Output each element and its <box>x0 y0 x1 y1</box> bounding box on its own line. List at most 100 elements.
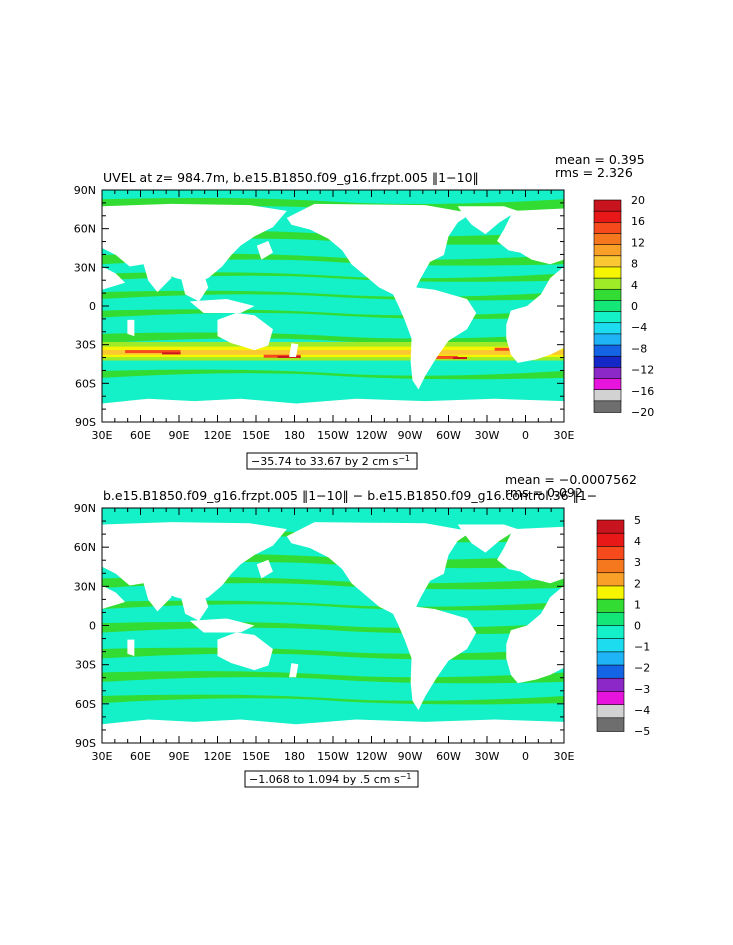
colorbar-swatch <box>593 344 622 358</box>
colorbar-label: 12 <box>631 236 645 249</box>
land-india <box>143 583 172 612</box>
lon-tick-label: 120E <box>204 750 232 763</box>
colorbar-label: −12 <box>631 364 654 377</box>
colorbar-swatch <box>593 266 622 279</box>
colorbar-swatch <box>596 598 625 614</box>
colorbar-swatch <box>593 367 622 380</box>
land-americas <box>286 203 477 390</box>
lat-tick-label: 30S <box>75 339 96 352</box>
lon-tick-label: 90W <box>398 750 423 763</box>
land-europeEast <box>497 208 564 265</box>
mean-value: mean = 0.395 <box>555 152 645 167</box>
colorbar-swatch <box>593 255 622 268</box>
colorbar-swatch <box>596 559 625 574</box>
land-eurasia <box>102 203 287 283</box>
colorbar-swatch <box>596 532 625 548</box>
lat-tick-label: 30N <box>74 580 96 593</box>
contour-range-label: −35.74 to 33.67 by 2 cm s−1 <box>251 454 410 468</box>
colorbar-swatch <box>593 389 622 402</box>
lon-tick-label: 0 <box>522 429 529 442</box>
lon-tick-label: 90W <box>398 429 423 442</box>
lon-tick-label: 90E <box>169 429 190 442</box>
lat-tick-label: 90N <box>74 184 96 197</box>
lat-tick-label: 0 <box>89 300 96 313</box>
lon-tick-label: 60W <box>436 429 461 442</box>
land-indonesia <box>189 299 255 313</box>
colorbar-label: −16 <box>631 385 654 398</box>
lat-tick-label: 30S <box>75 659 96 672</box>
colorbar-swatch <box>593 288 622 302</box>
colorbar-swatch <box>596 546 625 561</box>
colorbar-swatch <box>593 210 622 224</box>
colorbar-swatch <box>593 300 622 313</box>
lon-tick-label: 150E <box>242 429 270 442</box>
land-uk <box>520 222 534 237</box>
unit-exponent: −1 <box>400 772 412 781</box>
land-madagascar <box>127 319 135 337</box>
lon-tick-label: 180 <box>284 750 305 763</box>
colorbar-swatch <box>593 333 622 346</box>
colorbar-label: 20 <box>631 194 645 207</box>
colorbar-swatch <box>593 400 622 413</box>
colorbar-swatch <box>596 625 625 640</box>
land-africa <box>506 585 564 684</box>
colorbar-label: −4 <box>631 321 647 334</box>
lon-tick-label: 180 <box>284 429 305 442</box>
colorbar-swatch <box>596 519 625 534</box>
lat-tick-label: 60S <box>75 377 96 390</box>
panel-title: b.e15.B1850.f09_g16.frzpt.005 ‖1−10‖ − b… <box>103 488 597 503</box>
colorbar-swatch <box>593 355 622 369</box>
colorbar-label: 8 <box>631 258 638 271</box>
land-australia <box>217 632 273 671</box>
colorbar-swatch <box>593 233 622 246</box>
colorbar-label: 4 <box>634 535 641 548</box>
colorbar-swatch <box>593 244 622 257</box>
land-australia <box>217 312 273 351</box>
lon-tick-label: 90E <box>169 750 190 763</box>
lon-tick-label: 60W <box>436 750 461 763</box>
lon-tick-label: 30E <box>554 429 575 442</box>
colorbar-label: 2 <box>634 577 641 590</box>
colorbar: 20 16 12 8 4 0 −4 −8 −12 −16 −20 <box>593 194 654 419</box>
colorbar-swatch <box>596 677 625 693</box>
rms-value: rms = 2.326 <box>555 165 633 180</box>
colorbar-swatch <box>596 572 625 587</box>
colorbar-swatch <box>596 717 625 732</box>
land-indonesia <box>189 618 255 633</box>
land-uk <box>520 540 534 555</box>
unit-exponent: −1 <box>398 454 410 463</box>
lon-tick-label: 120W <box>356 429 388 442</box>
land-japan <box>256 559 273 579</box>
mean-value: mean = −0.0007562 <box>505 472 637 487</box>
land-greenland <box>457 524 518 553</box>
lat-tick-label: 90N <box>74 502 96 515</box>
colorbar-label: −3 <box>634 683 650 696</box>
land-europeEast <box>497 526 564 584</box>
colorbar-swatch <box>596 664 625 680</box>
colorbar-swatch <box>593 277 622 291</box>
colorbar-swatch <box>593 311 622 324</box>
lon-tick-label: 30E <box>554 750 575 763</box>
land-eurasia <box>102 522 287 602</box>
lat-tick-label: 60N <box>74 541 96 554</box>
lon-tick-label: 30W <box>475 750 500 763</box>
land-arabia <box>102 585 126 610</box>
land-arabia <box>102 266 126 290</box>
lon-tick-label: 30E <box>92 750 113 763</box>
colorbar-label: −20 <box>631 406 654 419</box>
lon-tick-label: 120W <box>356 750 388 763</box>
lon-tick-label: 150E <box>242 750 270 763</box>
lon-tick-label: 120E <box>204 429 232 442</box>
lat-tick-label: 60S <box>75 698 96 711</box>
panel-title: UVEL at z= 984.7m, b.e15.B1850.f09_g16.f… <box>103 170 479 185</box>
lat-tick-label: 30N <box>74 261 96 274</box>
colorbar-swatch <box>596 585 625 600</box>
land-africa <box>506 266 564 363</box>
colorbar-label: −8 <box>631 342 647 355</box>
land-india <box>143 264 172 293</box>
colorbar-label: −1 <box>634 641 650 654</box>
land-newZealand <box>289 663 299 678</box>
land-mask <box>102 522 564 743</box>
